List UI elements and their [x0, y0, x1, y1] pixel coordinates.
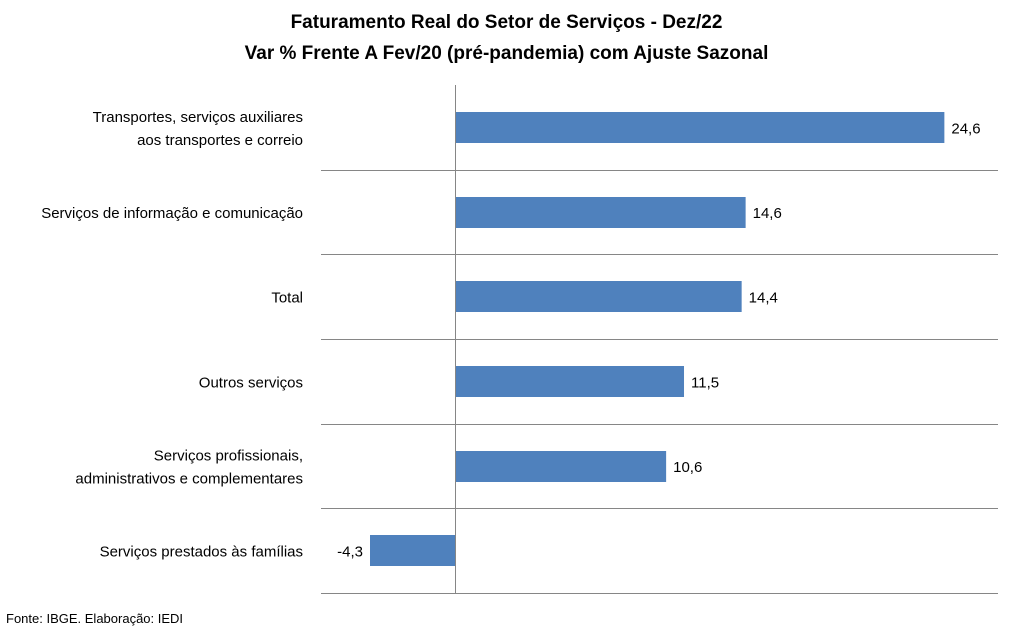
- data-label: 10,6: [673, 459, 702, 476]
- category-label: Serviços prestados às famílias: [100, 544, 303, 561]
- bar: [455, 451, 667, 482]
- bar: [370, 535, 456, 566]
- source-note: Fonte: IBGE. Elaboração: IEDI: [6, 611, 184, 626]
- data-label: 14,4: [749, 290, 778, 307]
- category-label: Total: [271, 290, 303, 307]
- data-label: 24,6: [951, 120, 980, 137]
- category-label: Serviços de informação e comunicação: [41, 205, 303, 222]
- bar: [455, 197, 746, 228]
- data-label: -4,3: [337, 544, 363, 561]
- category-label: Serviços profissionais, administrativos e…: [75, 448, 303, 488]
- data-label: 14,6: [753, 205, 782, 222]
- category-label: Outros serviços: [199, 374, 303, 391]
- bar: [455, 366, 685, 397]
- category-label: Transportes, serviços auxiliares aos tran…: [93, 109, 303, 149]
- chart-title: Faturamento Real do Setor de Serviços - …: [290, 12, 723, 33]
- bar: [455, 281, 742, 312]
- chart-subtitle: Var % Frente A Fev/20 (pré-pandemia) com…: [244, 43, 769, 64]
- bar: [455, 112, 945, 143]
- data-label: 11,5: [691, 374, 719, 391]
